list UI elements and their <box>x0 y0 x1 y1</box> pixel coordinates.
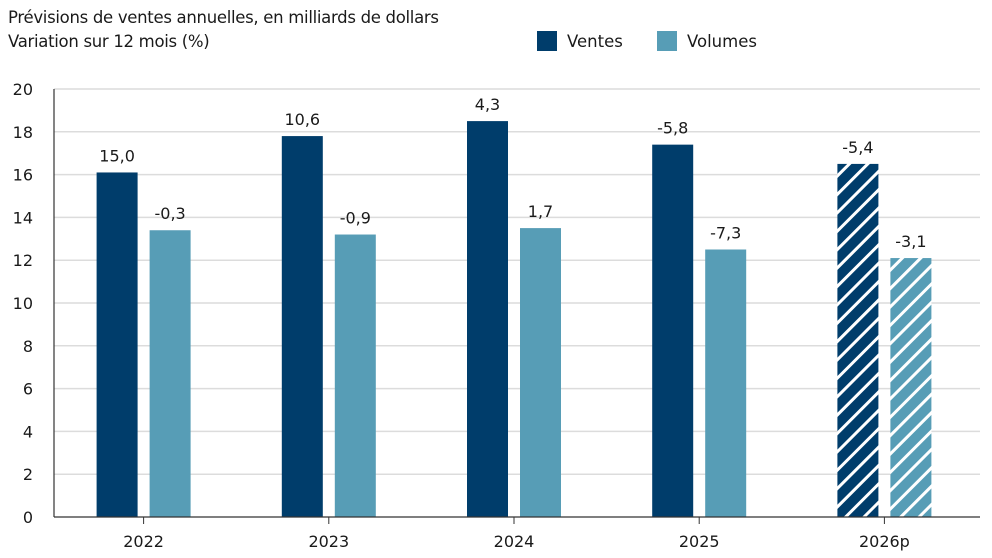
y-tick-label: 12 <box>13 251 33 270</box>
data-label: -0,3 <box>154 204 185 223</box>
x-tick-label: 2024 <box>494 532 535 551</box>
y-tick-label: 0 <box>23 508 33 527</box>
x-tick-label: 2023 <box>308 532 349 551</box>
data-label: 10,6 <box>284 110 320 129</box>
bar-volumes-2025 <box>705 249 747 517</box>
data-label: -5,4 <box>842 138 873 157</box>
data-label: 4,3 <box>475 95 500 114</box>
y-tick-label: 6 <box>23 380 33 399</box>
bar-volumes-2022 <box>149 230 191 518</box>
legend-swatch-volumes <box>657 31 677 51</box>
y-tick-label: 18 <box>13 123 33 142</box>
y-tick-label: 14 <box>13 208 33 227</box>
bar-ventes-2022 <box>96 172 138 517</box>
bar-ventes-2024 <box>467 121 508 517</box>
y-tick-label: 4 <box>23 422 33 441</box>
y-tick-label: 10 <box>13 294 33 313</box>
chart-title: Prévisions de ventes annuelles, en milli… <box>8 8 439 27</box>
y-tick-label: 20 <box>13 80 33 99</box>
data-label: 15,0 <box>99 146 135 165</box>
y-tick-label: 16 <box>13 166 33 185</box>
bar-ventes-2025 <box>652 144 694 517</box>
bar-ventes-2026p <box>837 163 879 517</box>
bar-volumes-2026p <box>890 258 932 517</box>
bar-ventes-2023 <box>281 136 323 517</box>
data-label: 1,7 <box>528 202 553 221</box>
chart-subtitle: Variation sur 12 mois (%) <box>8 32 210 51</box>
bar-volumes-2024 <box>520 228 561 517</box>
legend-label-ventes: Ventes <box>567 31 623 51</box>
bar-volumes-2023 <box>334 234 376 517</box>
legend-item-volumes: Volumes <box>657 31 757 51</box>
legend-swatch-ventes <box>537 31 557 51</box>
legend-item-ventes: Ventes <box>537 31 623 51</box>
data-label: -7,3 <box>710 224 741 243</box>
y-tick-label: 2 <box>23 465 33 484</box>
data-label: -3,1 <box>895 232 926 251</box>
data-label: -5,8 <box>657 119 688 138</box>
x-tick-label: 2022 <box>123 532 164 551</box>
x-tick-label: 2025 <box>679 532 720 551</box>
legend-label-volumes: Volumes <box>687 31 757 51</box>
data-label: -0,9 <box>340 209 371 228</box>
x-tick-label: 2026p <box>859 532 910 551</box>
y-tick-label: 8 <box>23 337 33 356</box>
